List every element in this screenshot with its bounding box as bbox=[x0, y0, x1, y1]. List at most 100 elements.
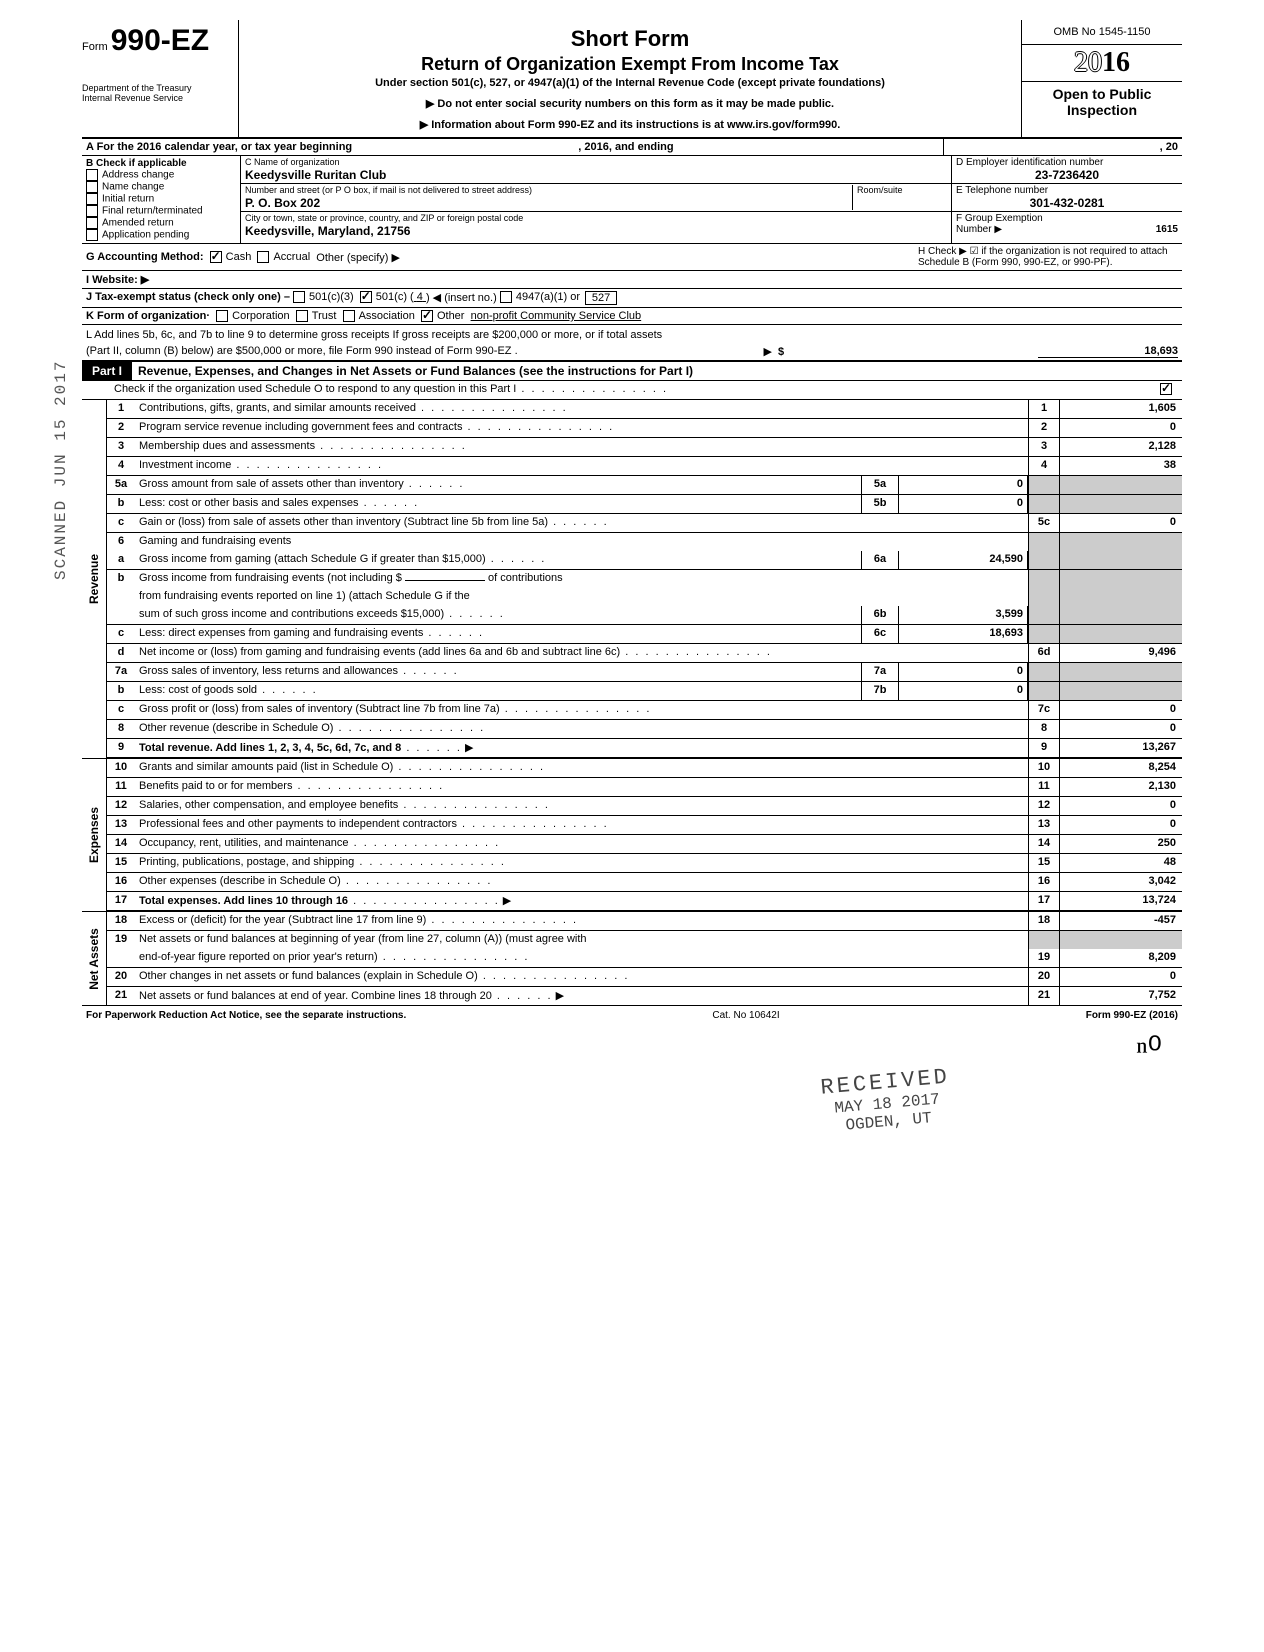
chk-corp[interactable] bbox=[216, 310, 228, 322]
right-col: OMB No 1545-1150 20201616 Open to Public… bbox=[1022, 20, 1182, 137]
line-6a-desc: Gross income from gaming (attach Schedul… bbox=[135, 551, 861, 569]
part1-checkline: Check if the organization used Schedule … bbox=[82, 381, 1182, 400]
city-value: Keedysville, Maryland, 21756 bbox=[245, 224, 410, 238]
F-number-label: Number ▶ bbox=[956, 224, 1002, 235]
line-11-val: 2,130 bbox=[1060, 778, 1182, 796]
line-12-val: 0 bbox=[1060, 797, 1182, 815]
H-text: H Check ▶ ☑ if the organization is not r… bbox=[918, 246, 1178, 268]
subtitle: Under section 501(c), 527, or 4947(a)(1)… bbox=[245, 77, 1015, 89]
line-7a-desc: Gross sales of inventory, less returns a… bbox=[135, 663, 861, 681]
street-label: Number and street (or P O box, if mail i… bbox=[245, 185, 532, 195]
L-amount: 18,693 bbox=[1038, 345, 1178, 358]
line-6b-mid: 3,599 bbox=[899, 606, 1028, 624]
row-G: G Accounting Method: Cash Accrual Other … bbox=[82, 244, 1182, 271]
footer: For Paperwork Reduction Act Notice, see … bbox=[82, 1006, 1182, 1021]
line-2-desc: Program service revenue including govern… bbox=[135, 419, 1028, 437]
form-prefix: Form bbox=[82, 41, 108, 53]
line-6a-mid: 24,590 bbox=[899, 551, 1028, 569]
line-7b-desc: Less: cost of goods sold bbox=[135, 682, 861, 700]
row-K: K Form of organization· Corporation Trus… bbox=[82, 308, 1182, 325]
A-mid: , 2016, and ending bbox=[578, 141, 673, 153]
G-accrual: Accrual bbox=[273, 251, 310, 263]
line-16-val: 3,042 bbox=[1060, 873, 1182, 891]
line-15-desc: Printing, publications, postage, and shi… bbox=[135, 854, 1028, 872]
received-text: RECEIVED bbox=[820, 1064, 951, 1100]
info-note: ▶ Information about Form 990-EZ and its … bbox=[245, 118, 1015, 131]
open-line1: Open to Public bbox=[1024, 86, 1180, 102]
received-date: MAY 18 2017 bbox=[822, 1089, 953, 1118]
chk-name[interactable] bbox=[86, 181, 98, 193]
line-17-val: 13,724 bbox=[1060, 892, 1182, 910]
J-label: J Tax-exempt status (check only one) – bbox=[86, 291, 290, 305]
chk-pending[interactable] bbox=[86, 229, 98, 241]
part1-check-text: Check if the organization used Schedule … bbox=[114, 383, 516, 395]
line-4-desc: Investment income bbox=[135, 457, 1028, 475]
chk-4947[interactable] bbox=[500, 291, 512, 303]
line-14-desc: Occupancy, rent, utilities, and maintena… bbox=[135, 835, 1028, 853]
chk-other[interactable] bbox=[421, 310, 433, 322]
chk-trust[interactable] bbox=[296, 310, 308, 322]
K-other-val: non-profit Community Service Club bbox=[471, 310, 642, 322]
line-19-d2: end-of-year figure reported on prior yea… bbox=[135, 949, 1028, 967]
line-10-val: 8,254 bbox=[1060, 759, 1182, 777]
line-5b-mid: 0 bbox=[899, 495, 1028, 513]
G-other: Other (specify) ▶ bbox=[316, 251, 400, 264]
chk-501c3[interactable] bbox=[293, 291, 305, 303]
F-label: F Group Exemption bbox=[956, 213, 1043, 224]
B-item-1: Name change bbox=[102, 182, 164, 193]
chk-assoc[interactable] bbox=[343, 310, 355, 322]
row-L1: L Add lines 5b, 6c, and 7b to line 9 to … bbox=[82, 325, 1182, 343]
line-5a-mid: 0 bbox=[899, 476, 1028, 494]
org-name: Keedysville Ruritan Club bbox=[245, 168, 386, 182]
chk-amended[interactable] bbox=[86, 217, 98, 229]
chk-cash[interactable] bbox=[210, 251, 222, 263]
B-item-4: Amended return bbox=[102, 218, 174, 229]
part1-title: Revenue, Expenses, and Changes in Net As… bbox=[132, 362, 1182, 380]
line-7c-val: 0 bbox=[1060, 701, 1182, 719]
line-6-desc: Gaming and fundraising events bbox=[135, 533, 1028, 551]
row-A: A For the 2016 calendar year, or tax yea… bbox=[82, 139, 1182, 156]
J-btail: ) ◀ (insert no.) bbox=[426, 291, 497, 305]
line-20-val: 0 bbox=[1060, 968, 1182, 986]
line-19-d1: Net assets or fund balances at beginning… bbox=[135, 931, 1028, 949]
line-6c-mid: 18,693 bbox=[899, 625, 1028, 643]
line-2-val: 0 bbox=[1060, 419, 1182, 437]
line-7a-mid: 0 bbox=[899, 663, 1028, 681]
chk-final[interactable] bbox=[86, 205, 98, 217]
scanned-stamp: SCANNED JUN 15 2017 bbox=[52, 360, 70, 580]
line-5a-desc: Gross amount from sale of assets other t… bbox=[135, 476, 861, 494]
line-17-desc: Total expenses. Add lines 10 through 16 bbox=[139, 895, 348, 907]
short-form-title: Short Form bbox=[245, 26, 1015, 52]
chk-accrual[interactable] bbox=[257, 251, 269, 263]
J-a: 501(c)(3) bbox=[309, 291, 354, 305]
city-label: City or town, state or province, country… bbox=[245, 213, 523, 223]
line-5b-desc: Less: cost or other basis and sales expe… bbox=[135, 495, 861, 513]
line-19-val: 8,209 bbox=[1060, 949, 1182, 967]
chk-schedO[interactable] bbox=[1160, 383, 1172, 395]
line-21-desc: Net assets or fund balances at end of ye… bbox=[139, 990, 492, 1002]
line-18-desc: Excess or (deficit) for the year (Subtra… bbox=[135, 912, 1028, 930]
chk-address[interactable] bbox=[86, 169, 98, 181]
C-label: C Name of organization bbox=[245, 157, 340, 167]
line-10-desc: Grants and similar amounts paid (list in… bbox=[135, 759, 1028, 777]
line-20-desc: Other changes in net assets or fund bala… bbox=[135, 968, 1028, 986]
room-label: Room/suite bbox=[857, 185, 903, 195]
J-bnum: 4 bbox=[417, 291, 423, 303]
chk-initial[interactable] bbox=[86, 193, 98, 205]
line-7c-desc: Gross profit or (loss) from sales of inv… bbox=[135, 701, 1028, 719]
line-5c-val: 0 bbox=[1060, 514, 1182, 532]
line-5c-desc: Gain or (loss) from sale of assets other… bbox=[135, 514, 1028, 532]
J-b: 501(c) ( bbox=[376, 291, 414, 305]
revenue-grid: Revenue 1Contributions, gifts, grants, a… bbox=[82, 400, 1182, 759]
part1-label: Part I bbox=[82, 362, 132, 380]
received-stamp: RECEIVED MAY 18 2017 OGDEN, UT bbox=[820, 1064, 954, 1136]
row-J: J Tax-exempt status (check only one) – 5… bbox=[82, 289, 1182, 308]
line-16-desc: Other expenses (describe in Schedule O) bbox=[135, 873, 1028, 891]
col-B: B Check if applicable Address change Nam… bbox=[82, 156, 241, 243]
line-6d-val: 9,496 bbox=[1060, 644, 1182, 662]
netassets-side: Net Assets bbox=[82, 912, 107, 1005]
chk-501c[interactable] bbox=[360, 291, 372, 303]
form-id-col: Form 990-EZ Department of the Treasury I… bbox=[82, 20, 239, 137]
I-label: I Website: ▶ bbox=[86, 273, 149, 286]
B-item-2: Initial return bbox=[102, 194, 154, 205]
